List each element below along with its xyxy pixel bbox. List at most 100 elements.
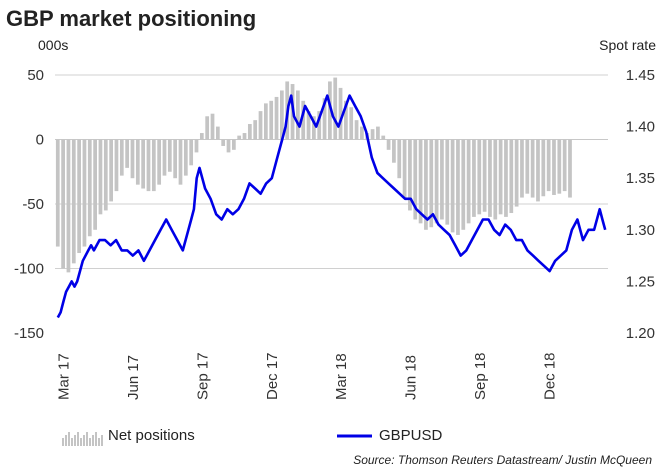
net-position-bar	[328, 81, 332, 140]
net-position-bar	[66, 139, 71, 273]
legend-swatch-bar	[65, 435, 67, 446]
net-position-bar	[178, 139, 183, 185]
net-position-bar	[317, 111, 322, 140]
net-position-bar	[493, 139, 498, 220]
net-position-bar	[386, 139, 391, 150]
net-position-bar	[82, 139, 87, 247]
net-position-bar	[306, 111, 311, 140]
right-tick-label: 1.20	[626, 325, 655, 342]
left-tick-label: -100	[14, 261, 44, 278]
gbpusd-line	[56, 94, 607, 319]
net-position-bar	[418, 139, 423, 224]
right-tick-label: 1.25	[626, 273, 655, 290]
net-position-bar	[440, 139, 444, 220]
net-position-bar	[477, 139, 482, 215]
net-position-bar	[221, 139, 226, 146]
net-position-bar	[536, 139, 540, 202]
net-position-bar	[520, 139, 524, 198]
net-position-bar	[301, 100, 306, 140]
net-position-bar	[402, 139, 407, 198]
net-position-bar	[77, 139, 81, 254]
net-position-bar	[312, 116, 316, 140]
net-position-bar	[461, 139, 466, 230]
net-position-bar	[280, 90, 284, 140]
legend-net-positions-swatch	[62, 432, 103, 446]
net-position-bar	[109, 139, 114, 202]
x-tick-label: Sep 17	[194, 352, 211, 400]
x-tick-label: Dec 17	[264, 352, 281, 400]
net-position-bar	[157, 139, 162, 185]
net-position-bar	[546, 139, 551, 192]
net-position-bar	[360, 126, 364, 140]
x-axis-ticks: Mar 17 Jun 17 Sep 17 Dec 17 Mar 18 Jun 18 Sep …	[55, 352, 558, 400]
net-position-bar	[242, 133, 247, 140]
net-position-bar	[408, 139, 412, 211]
net-position-bar	[445, 139, 450, 225]
net-position-bar	[194, 139, 199, 153]
left-axis-ticks: 50 0 -50 -100 -150	[14, 67, 44, 342]
right-axis-ticks: 1.45 1.40 1.35 1.30 1.25 1.20	[626, 67, 655, 342]
net-position-bar	[146, 139, 151, 192]
legend-swatch-bar	[86, 432, 88, 446]
net-position-bar	[98, 139, 103, 215]
x-tick-label: Mar 17	[55, 353, 72, 400]
net-position-bar	[103, 139, 108, 211]
right-tick-label: 1.45	[626, 67, 655, 84]
net-position-bar	[226, 139, 231, 153]
net-positions-bars	[55, 77, 572, 273]
legend-gbpusd-label: GBPUSD	[379, 427, 443, 444]
net-position-bar	[141, 139, 146, 189]
net-position-bar	[541, 139, 546, 197]
right-tick-label: 1.30	[626, 222, 655, 239]
net-position-bar	[296, 90, 300, 140]
net-position-bar	[450, 139, 455, 233]
left-tick-label: -150	[14, 325, 44, 342]
net-position-bar	[210, 113, 215, 140]
legend-swatch-bar	[89, 438, 91, 446]
gbpusd-line-layer	[56, 94, 607, 319]
x-tick-label: Jun 18	[403, 355, 420, 400]
legend-swatch-bar	[83, 435, 85, 446]
net-position-bar	[354, 120, 359, 140]
net-position-bar	[552, 139, 556, 195]
legend-swatch-bar	[80, 438, 82, 446]
net-position-bar	[349, 107, 354, 140]
net-position-bar	[135, 139, 140, 185]
net-position-bar	[274, 96, 279, 140]
legend-swatch-bar	[68, 432, 70, 446]
net-position-bar	[568, 139, 572, 198]
net-position-bar	[392, 139, 396, 163]
net-position-bar	[530, 139, 535, 198]
net-position-bar	[87, 139, 92, 237]
net-position-bar	[397, 139, 402, 179]
net-position-bar	[167, 139, 172, 172]
net-position-bar	[258, 111, 263, 140]
net-position-bar	[376, 126, 380, 140]
net-position-bar	[498, 139, 503, 215]
net-position-bar	[183, 139, 188, 176]
net-position-bar	[119, 139, 124, 176]
net-position-bar	[247, 124, 252, 140]
right-tick-label: 1.40	[626, 119, 655, 136]
net-position-bar	[253, 120, 258, 140]
net-position-bar	[338, 87, 343, 140]
net-position-bar	[130, 139, 135, 179]
net-position-bar	[381, 135, 386, 140]
x-tick-label: Dec 18	[542, 352, 559, 400]
legend-swatch-bar	[74, 435, 76, 446]
legend-net-positions-label: Net positions	[108, 427, 195, 444]
net-position-bar	[424, 139, 428, 230]
net-position-bar	[344, 100, 348, 140]
legend-swatch-bar	[98, 438, 100, 446]
chart-title: GBP market positioning	[6, 6, 256, 31]
right-axis-unit: Spot rate	[599, 37, 656, 53]
source-note: Source: Thomson Reuters Datastream/ Just…	[353, 453, 652, 467]
net-position-bar	[472, 139, 476, 217]
net-position-bar	[488, 139, 492, 217]
net-position-bar	[562, 139, 567, 192]
net-position-bar	[514, 139, 519, 207]
net-position-bar	[151, 139, 156, 192]
net-position-bar	[199, 133, 204, 140]
legend-swatch-bar	[92, 435, 94, 446]
